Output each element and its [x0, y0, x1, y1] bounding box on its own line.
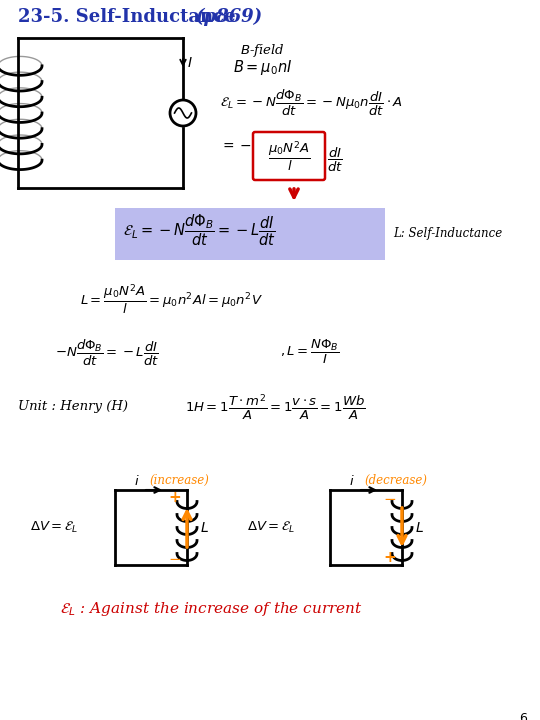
Text: Unit : Henry (H): Unit : Henry (H)	[18, 400, 128, 413]
Text: $\mathcal{E}_L = -N\dfrac{d\Phi_B}{dt} = -L\dfrac{dI}{dt}$: $\mathcal{E}_L = -N\dfrac{d\Phi_B}{dt} =…	[123, 213, 276, 248]
Bar	[115, 208, 385, 260]
Text: (increase): (increase)	[149, 474, 209, 487]
Text: $L$: $L$	[415, 521, 424, 534]
Text: $,L = \dfrac{N\Phi_B}{I}$: $,L = \dfrac{N\Phi_B}{I}$	[280, 338, 340, 366]
Text: $i$: $i$	[349, 474, 355, 488]
Text: $i$: $i$	[134, 474, 140, 488]
Text: $\Delta V = \mathcal{E}_L$: $\Delta V = \mathcal{E}_L$	[247, 520, 295, 535]
Text: $-$: $-$	[383, 490, 396, 505]
Text: $1H = 1\dfrac{T \cdot m^2}{A} = 1\dfrac{v \cdot s}{A} = 1\dfrac{Wb}{A}$: $1H = 1\dfrac{T \cdot m^2}{A} = 1\dfrac{…	[185, 392, 366, 422]
FancyBboxPatch shape	[253, 132, 325, 180]
Text: $I$: $I$	[187, 56, 193, 70]
Text: +: +	[383, 549, 396, 564]
Text: (p869): (p869)	[196, 8, 263, 26]
Text: 6: 6	[519, 712, 527, 720]
Text: L: Self-Inductance: L: Self-Inductance	[393, 228, 502, 240]
Text: $\mathcal{E}_L = -N\dfrac{d\Phi_B}{dt} = -N\mu_0 n\dfrac{dI}{dt} \cdot A$: $\mathcal{E}_L = -N\dfrac{d\Phi_B}{dt} =…	[220, 88, 403, 118]
Text: 23-5. Self-Inductance: 23-5. Self-Inductance	[18, 8, 242, 26]
Text: $\mathcal{E}_L$ : Against the increase of the current: $\mathcal{E}_L$ : Against the increase o…	[60, 600, 363, 618]
Text: $B$-field: $B$-field	[240, 42, 285, 59]
Text: $\dfrac{dI}{dt}$: $\dfrac{dI}{dt}$	[327, 146, 343, 174]
Text: $-N\dfrac{d\Phi_B}{dt} = -L\dfrac{dI}{dt}$: $-N\dfrac{d\Phi_B}{dt} = -L\dfrac{dI}{dt…	[55, 338, 159, 368]
Text: $\dfrac{\mu_0 N^2 A}{l}$: $\dfrac{\mu_0 N^2 A}{l}$	[267, 139, 310, 173]
Text: (decrease): (decrease)	[364, 474, 427, 487]
Text: $\Delta V = \mathcal{E}_L$: $\Delta V = \mathcal{E}_L$	[30, 520, 78, 535]
Text: $-$: $-$	[168, 549, 181, 564]
Text: $L = \dfrac{\mu_0 N^2 A}{l} = \mu_0 n^2 Al = \mu_0 n^2 V$: $L = \dfrac{\mu_0 N^2 A}{l} = \mu_0 n^2 …	[80, 282, 263, 316]
Text: $L$: $L$	[200, 521, 209, 534]
Text: +: +	[168, 490, 181, 505]
Text: $B = \mu_0 nI$: $B = \mu_0 nI$	[233, 58, 293, 77]
Text: $= -$: $= -$	[220, 138, 252, 152]
